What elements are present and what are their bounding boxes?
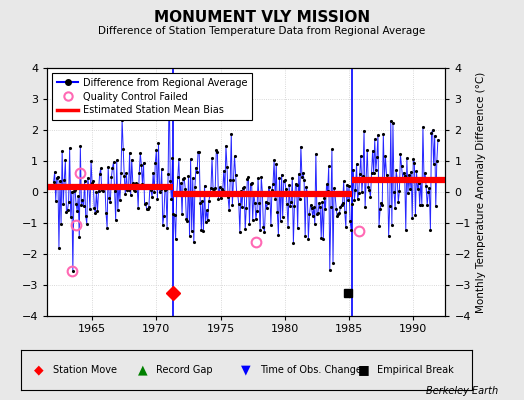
Text: Record Gap: Record Gap — [156, 365, 213, 375]
Text: ▲: ▲ — [138, 364, 147, 376]
Text: Time of Obs. Change: Time of Obs. Change — [260, 365, 362, 375]
Text: ■: ■ — [357, 364, 369, 376]
Y-axis label: Monthly Temperature Anomaly Difference (°C): Monthly Temperature Anomaly Difference (… — [476, 71, 486, 313]
Text: Berkeley Earth: Berkeley Earth — [425, 386, 498, 396]
Text: MONUMENT VLY MISSION: MONUMENT VLY MISSION — [154, 10, 370, 25]
Text: Difference of Station Temperature Data from Regional Average: Difference of Station Temperature Data f… — [99, 26, 425, 36]
Text: ◆: ◆ — [34, 364, 44, 376]
Text: ▼: ▼ — [242, 364, 251, 376]
Text: Empirical Break: Empirical Break — [377, 365, 454, 375]
Text: Station Move: Station Move — [52, 365, 116, 375]
Legend: Difference from Regional Average, Quality Control Failed, Estimated Station Mean: Difference from Regional Average, Qualit… — [52, 73, 253, 120]
